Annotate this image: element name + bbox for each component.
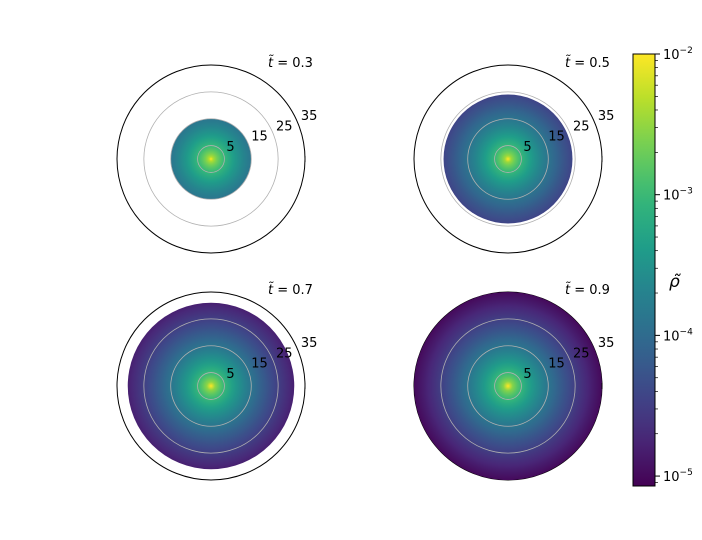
radial-tick-label: 35 xyxy=(301,109,318,124)
panel-title: t̃ = 0.5 xyxy=(565,56,610,71)
radial-tick-label: 5 xyxy=(523,367,531,382)
panel-title: t̃ = 0.3 xyxy=(268,56,313,71)
radial-tick-label: 15 xyxy=(251,130,268,145)
density-disc xyxy=(170,118,252,200)
density-disc xyxy=(414,292,602,480)
colorbar-tick-label: 10−3 xyxy=(663,187,693,204)
radial-gridline xyxy=(143,91,279,227)
colorbar-tick-label: 10−2 xyxy=(663,46,693,63)
radial-gridline xyxy=(197,372,225,400)
radial-tick-label: 35 xyxy=(598,109,615,124)
radial-tick-label: 35 xyxy=(598,336,615,351)
polar-panel-0: 5 15 25 35 t̃ = 0.3 xyxy=(116,56,318,254)
radial-tick-label: 35 xyxy=(301,336,318,351)
radial-gridline xyxy=(143,318,279,454)
polar-panel-2: 5 15 25 35 t̃ = 0.7 xyxy=(116,283,318,481)
radial-gridline xyxy=(494,145,522,173)
colorbar-tick-label: 10−5 xyxy=(663,468,693,485)
density-disc xyxy=(127,302,295,470)
radial-tick-label: 5 xyxy=(226,367,234,382)
panel-time-value: 0.7 xyxy=(292,283,313,298)
colorbar-label: ρ̃ xyxy=(669,272,682,292)
radial-gridline xyxy=(467,345,549,427)
panel-title: t̃ = 0.9 xyxy=(565,283,610,298)
radial-gridline xyxy=(440,91,576,227)
radial-tick-label: 25 xyxy=(573,119,590,134)
panel-time-value: 0.9 xyxy=(589,283,610,298)
radial-gridline xyxy=(494,372,522,400)
radial-tick-label: 5 xyxy=(226,140,234,155)
radial-tick-label: 25 xyxy=(276,346,293,361)
panel-title: t̃ = 0.7 xyxy=(268,283,313,298)
colorbar: 10−2 10−3 10−4 10−5 ρ̃ xyxy=(632,46,693,487)
radial-tick-label: 15 xyxy=(251,357,268,372)
colorbar-tick-label: 10−4 xyxy=(663,327,693,344)
polar-panel-3: 5 15 25 35 t̃ = 0.9 xyxy=(413,283,615,481)
radial-tick-label: 25 xyxy=(573,346,590,361)
radial-tick-label: 15 xyxy=(548,130,565,145)
radial-gridline xyxy=(440,318,576,454)
polar-panels: 5 15 25 35 t̃ = 0.3 5 15 25 35 t̃ = 0.5 5 15 25 35 t̃ … xyxy=(116,56,615,481)
radial-gridline xyxy=(170,118,252,200)
radial-tick-label: 15 xyxy=(548,357,565,372)
colorbar-bar xyxy=(632,53,656,487)
density-disc xyxy=(443,94,573,224)
radial-gridline xyxy=(467,118,549,200)
panel-time-value: 0.3 xyxy=(292,56,313,71)
radial-tick-label: 5 xyxy=(523,140,531,155)
polar-panel-1: 5 15 25 35 t̃ = 0.5 xyxy=(413,56,615,254)
panel-time-value: 0.5 xyxy=(589,56,610,71)
radial-tick-label: 25 xyxy=(276,119,293,134)
radial-gridline xyxy=(197,145,225,173)
radial-gridline xyxy=(170,345,252,427)
